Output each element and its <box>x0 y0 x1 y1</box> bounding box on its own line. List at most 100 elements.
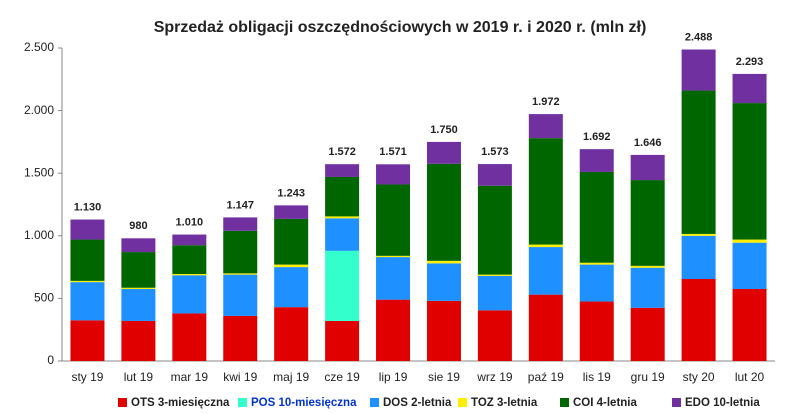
x-tick-label: gru 19 <box>631 370 665 384</box>
bar-segment <box>630 180 665 266</box>
legend-label: TOZ 3-letnia <box>471 397 538 409</box>
bar-segment <box>121 238 156 253</box>
bar-segment <box>121 289 156 321</box>
bar-segment <box>477 274 512 276</box>
bar-segment <box>376 257 411 300</box>
total-label: 1.130 <box>74 201 102 213</box>
total-label: 1.646 <box>634 137 662 149</box>
bar-segment <box>325 250 360 321</box>
bar-segment <box>426 300 461 361</box>
legend-swatch <box>370 398 379 407</box>
total-label: 1.692 <box>583 131 611 143</box>
bar-segment <box>477 164 512 186</box>
bar-segment <box>274 218 309 265</box>
legend-label: EDO 10-letnia <box>685 397 760 409</box>
bar-segment <box>630 265 665 268</box>
y-tick-label: 500 <box>34 291 54 305</box>
bar-segment <box>630 267 665 308</box>
bar-segment <box>325 216 360 219</box>
bar-segment <box>172 234 207 246</box>
legend-label: COI 4-letnia <box>573 397 638 409</box>
bar-segment <box>223 273 258 275</box>
y-tick-label: 1.000 <box>24 228 54 242</box>
bar-segment <box>579 264 614 302</box>
x-tick-label: lis 19 <box>583 370 611 384</box>
total-label: 1.750 <box>430 124 458 136</box>
bar-segment <box>732 289 767 361</box>
bar-segment <box>528 247 563 295</box>
bar-segment <box>528 138 563 245</box>
bar-segment <box>732 239 767 243</box>
bar-segment <box>681 278 716 361</box>
bar-segment <box>121 252 156 288</box>
bar-segment <box>70 219 105 240</box>
bar-segment <box>376 255 411 258</box>
bar-segment <box>630 307 665 361</box>
legend-label: OTS 3-miesięczna <box>131 397 230 409</box>
x-tick-label: mar 19 <box>171 370 209 384</box>
bar-segment <box>274 264 309 268</box>
bar-segment <box>376 299 411 361</box>
legend-swatch <box>238 398 247 407</box>
bar-segment <box>172 275 207 314</box>
bar-segment <box>732 103 767 240</box>
legend-swatch <box>118 398 127 407</box>
bar-segment <box>732 242 767 290</box>
total-label: 980 <box>129 220 147 232</box>
total-label: 1.571 <box>379 146 407 158</box>
bar-segment <box>223 274 258 316</box>
bar-segment <box>274 205 309 219</box>
bar-segment <box>70 320 105 361</box>
bar-segment <box>121 287 156 290</box>
bar-segment <box>426 263 461 301</box>
bar-segment <box>223 230 258 274</box>
x-tick-label: lut 20 <box>735 370 765 384</box>
total-label: 1.243 <box>277 187 305 199</box>
legend-label: DOS 2-letnia <box>383 397 452 409</box>
x-tick-label: sty 19 <box>71 370 103 384</box>
bar-segment <box>223 315 258 361</box>
bar-segment <box>681 235 716 279</box>
legend-swatch <box>672 398 681 407</box>
bar-segment <box>681 90 716 234</box>
x-tick-label: lip 19 <box>379 370 408 384</box>
bar-segment <box>681 49 716 91</box>
bar-segment <box>732 73 767 104</box>
bar-segment <box>477 275 512 311</box>
bar-segment <box>528 244 563 248</box>
y-tick-label: 2.000 <box>24 103 54 117</box>
bar-segment <box>121 320 156 361</box>
total-label: 1.972 <box>532 96 560 108</box>
x-tick-label: paź 19 <box>528 370 564 384</box>
bar-segment <box>579 149 614 172</box>
y-tick-label: 1.500 <box>24 165 54 179</box>
x-tick-label: lut 19 <box>124 370 154 384</box>
bar-segment <box>426 163 461 261</box>
bar-segment <box>325 176 360 217</box>
bar-segment <box>325 218 360 251</box>
bar-segment <box>579 301 614 361</box>
bar-segment <box>477 185 512 275</box>
x-tick-label: wrz 19 <box>476 370 513 384</box>
y-tick-label: 0 <box>47 353 54 367</box>
total-label: 1.572 <box>328 146 356 158</box>
bar-segment <box>426 141 461 164</box>
bar-segment <box>376 164 411 185</box>
x-tick-label: cze 19 <box>324 370 360 384</box>
bar-segment <box>528 294 563 361</box>
bar-segment <box>172 313 207 361</box>
legend-swatch <box>560 398 569 407</box>
bar-segment <box>376 184 411 256</box>
bar-segment <box>70 282 105 321</box>
bar-segment <box>579 262 614 265</box>
bar-segment <box>528 114 563 139</box>
bar-segment <box>325 320 360 361</box>
bar-segment <box>274 307 309 361</box>
total-label: 2.293 <box>736 56 764 68</box>
x-tick-label: kwi 19 <box>223 370 257 384</box>
total-label: 1.147 <box>226 199 254 211</box>
legend-label: POS 10-miesięczna <box>251 397 357 409</box>
total-label: 1.010 <box>176 216 204 228</box>
y-tick-label: 2.500 <box>24 40 54 54</box>
